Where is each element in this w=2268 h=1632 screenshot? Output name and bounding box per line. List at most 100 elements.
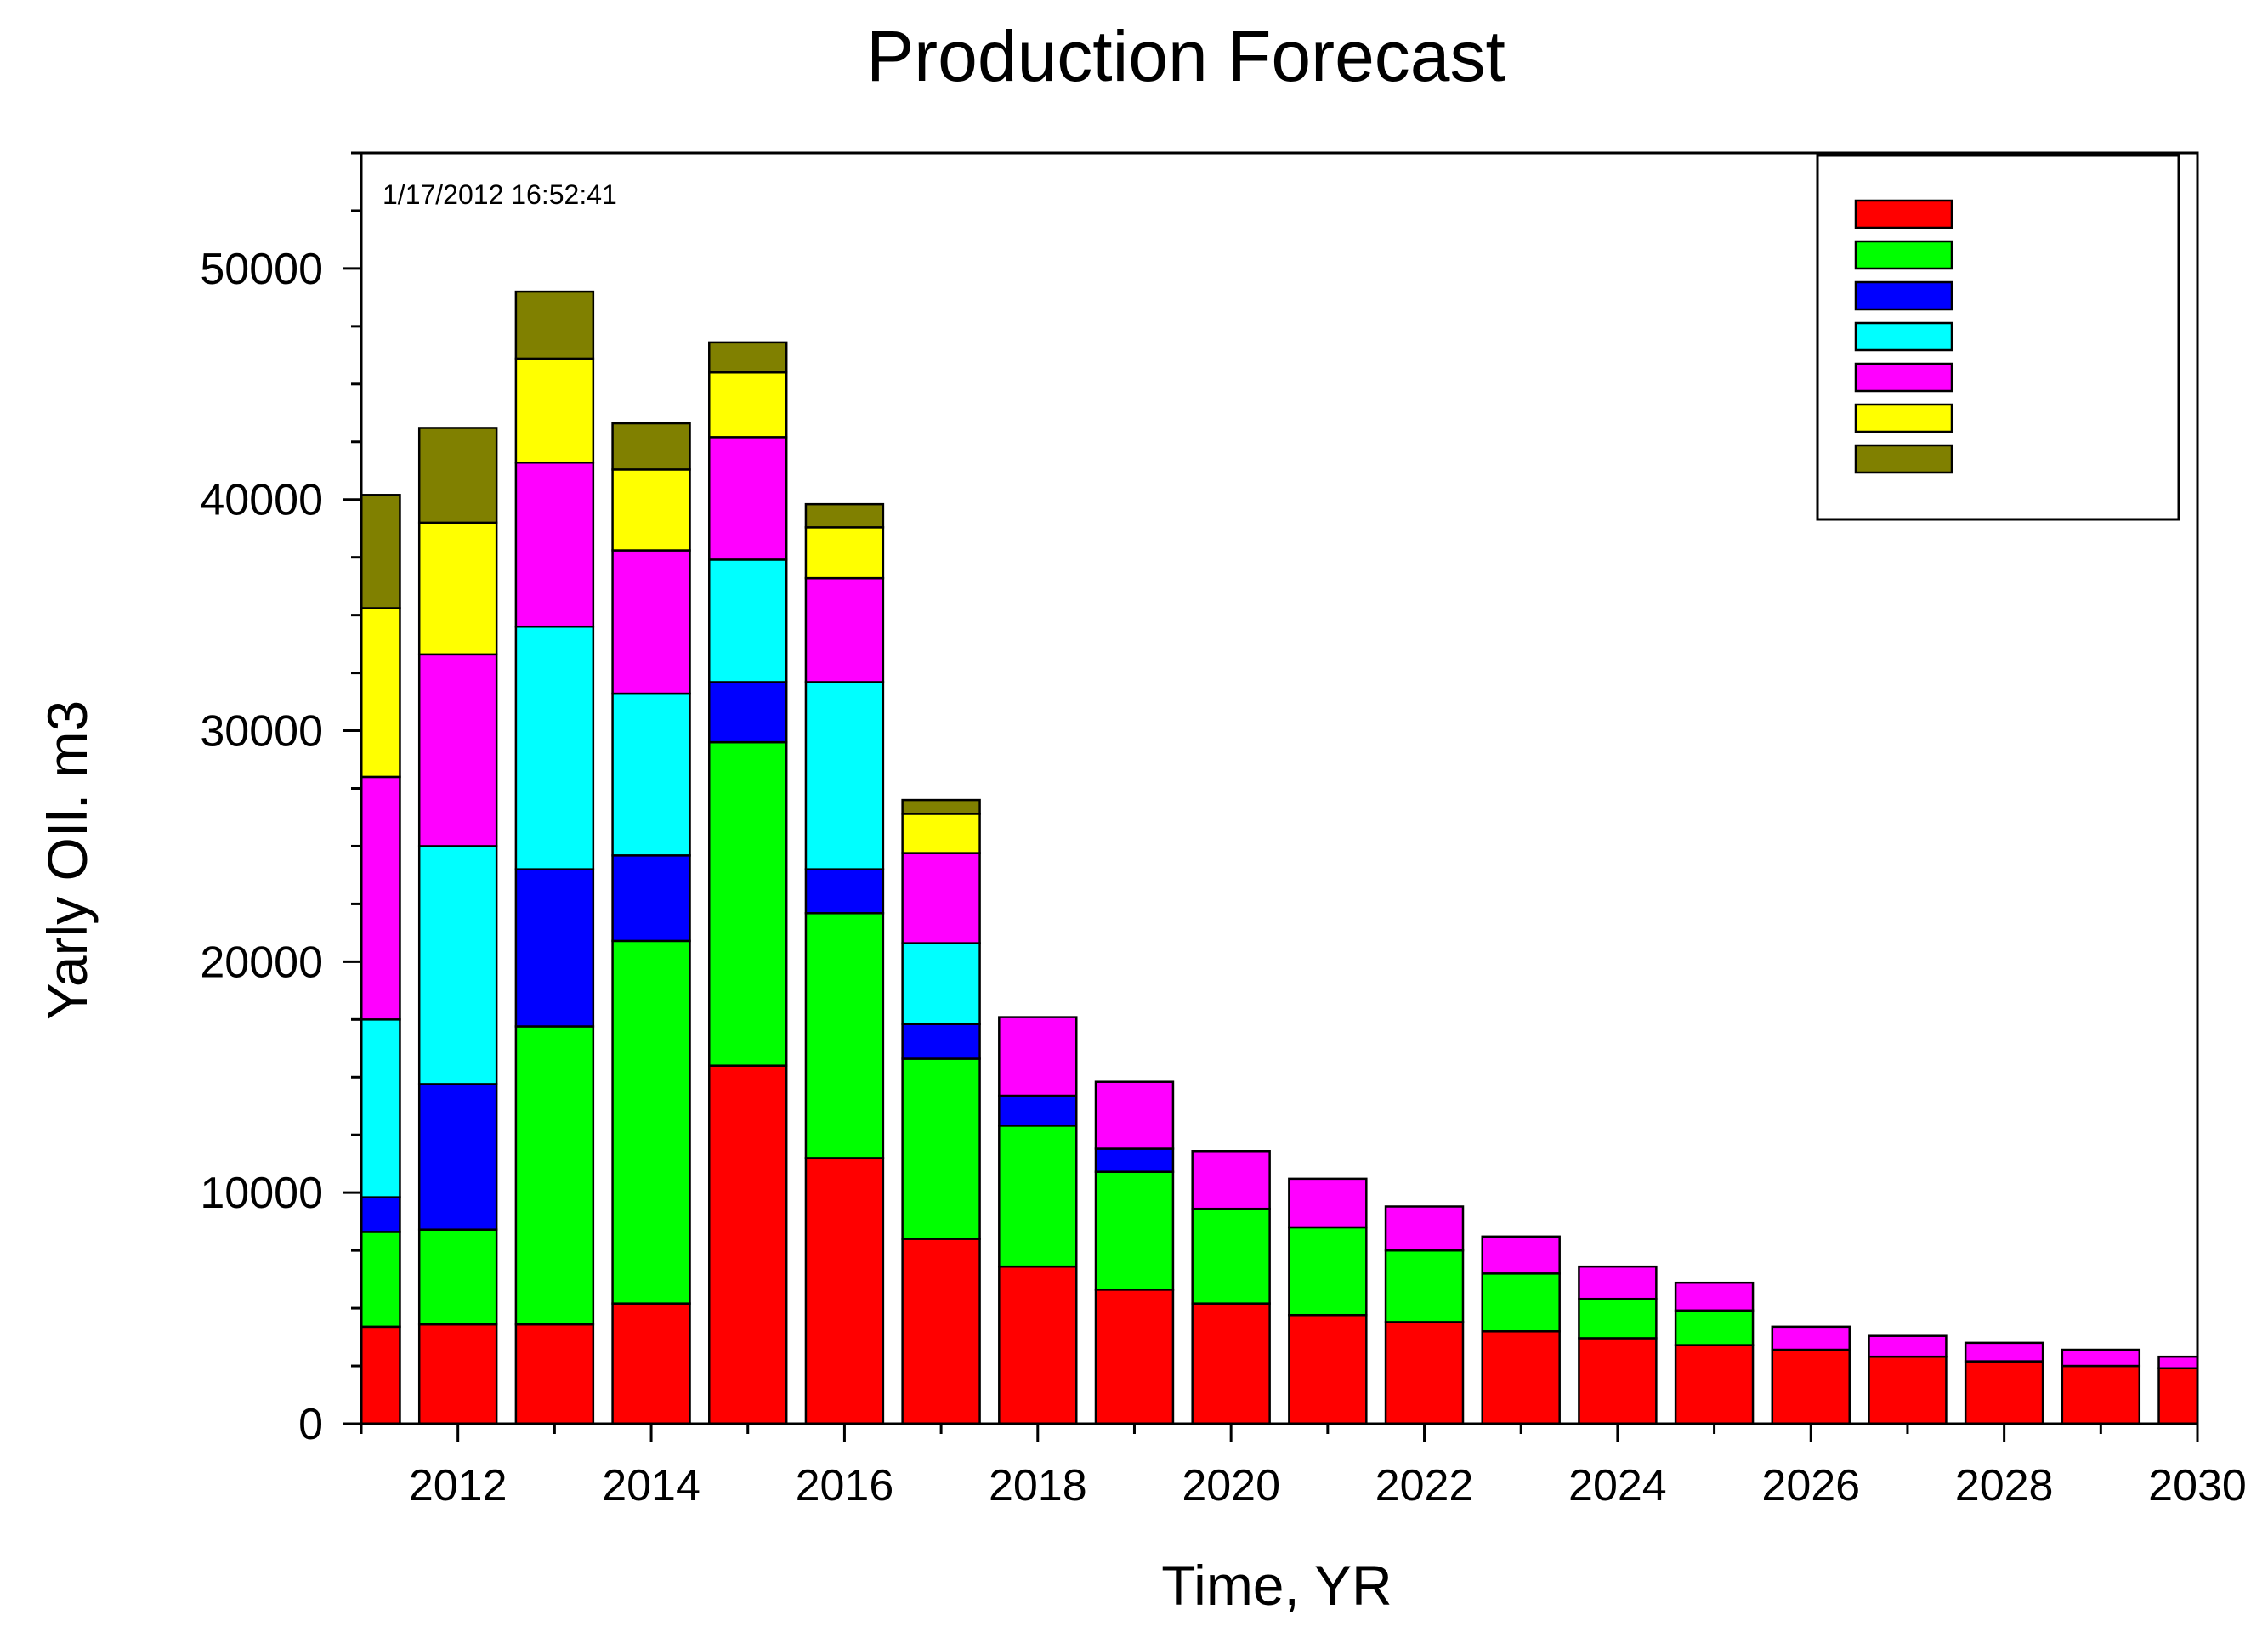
bar-segment-2021-series-5: [1288, 1177, 1368, 1229]
bar-segment-2020-series-5: [1191, 1150, 1271, 1210]
bar-segment-2024-series-1: [1578, 1337, 1658, 1425]
bar-segment-2023-series-1: [1481, 1330, 1561, 1425]
bar-segment-2017-series-3: [901, 1023, 981, 1060]
bar-segment-2019-series-2: [1094, 1170, 1175, 1291]
bar-segment-2018-series-2: [998, 1125, 1078, 1268]
bar-segment-2026-series-1: [1771, 1348, 1851, 1425]
bar-segment-2015-series-4: [708, 558, 788, 683]
y-axis-label: Yarly OIl. m3: [36, 700, 99, 1021]
y-tick-label: 0: [298, 1400, 323, 1449]
x-tick-label: 2026: [1761, 1461, 1860, 1510]
bar-segment-2014-series-7: [611, 422, 691, 471]
bar-segment-2012-series-5: [417, 653, 498, 847]
bar-segment-2016-series-6: [804, 526, 885, 580]
bar-segment-2016-series-5: [804, 576, 885, 683]
bar-segment-2029-series-1: [2061, 1364, 2141, 1425]
bar-segment-2015-series-5: [708, 436, 788, 561]
bar-segment-2015-series-1: [708, 1064, 788, 1425]
legend-swatch-series-6: [1854, 403, 1953, 434]
y-tick-label: 30000: [200, 707, 323, 756]
bar-segment-2019-series-1: [1094, 1289, 1175, 1425]
bar-segment-2012-series-4: [417, 845, 498, 1085]
bar-segment-2014-series-3: [611, 854, 691, 943]
y-tick-label: 10000: [200, 1169, 323, 1218]
legend-swatch-series-4: [1854, 321, 1953, 352]
bar-segment-2015-series-2: [708, 740, 788, 1067]
bar-segment-2013-series-6: [514, 357, 595, 464]
bar-segment-2020-series-1: [1191, 1302, 1271, 1425]
bar-segment-2014-series-2: [611, 939, 691, 1305]
legend-swatch-series-3: [1854, 280, 1953, 311]
bar-segment-2018-series-1: [998, 1265, 1078, 1425]
x-tick-label: 2016: [796, 1461, 894, 1510]
chart-title: Production Forecast: [866, 16, 1505, 96]
bar-segment-2017-series-6: [901, 813, 981, 854]
bar-segment-2025-series-1: [1674, 1344, 1755, 1425]
bar-segment-2011-series-7: [360, 494, 401, 609]
bar-segment-2012-series-1: [417, 1323, 498, 1425]
bar-segment-2028-series-1: [1964, 1360, 2044, 1425]
bar-segment-2023-series-2: [1481, 1272, 1561, 1333]
bar-segment-2022-series-1: [1384, 1321, 1465, 1425]
bar-segment-2025-series-5: [1674, 1281, 1755, 1312]
x-tick-label: 2020: [1182, 1461, 1280, 1510]
bar-segment-2019-series-5: [1094, 1080, 1175, 1150]
bar-segment-2029-series-5: [2061, 1348, 2141, 1368]
bar-segment-2014-series-6: [611, 468, 691, 552]
bar-segment-2016-series-7: [804, 502, 885, 529]
bar-segment-2011-series-1: [360, 1325, 401, 1425]
x-tick-label: 2014: [602, 1461, 700, 1510]
bar-segment-2016-series-2: [804, 912, 885, 1159]
bar-segment-2012-series-2: [417, 1228, 498, 1326]
bar-segment-2021-series-2: [1288, 1226, 1368, 1317]
bar-segment-2015-series-6: [708, 371, 788, 439]
timestamp-label: 1/17/2012 16:52:41: [383, 179, 617, 210]
x-tick-label: 2018: [989, 1461, 1087, 1510]
bar-segment-2011-series-5: [360, 775, 401, 1021]
bar-segment-2022-series-2: [1384, 1249, 1465, 1323]
legend-swatch-series-2: [1854, 240, 1953, 270]
bar-segment-2013-series-2: [514, 1025, 595, 1326]
bar-segment-2028-series-5: [1964, 1341, 2044, 1363]
bar-segment-2024-series-2: [1578, 1297, 1658, 1340]
bar-segment-2026-series-5: [1771, 1325, 1851, 1352]
axes: 0 10000 20000 30000 40000 50000 2012 2014 2016 20…: [200, 151, 2247, 1510]
bar-segment-2013-series-4: [514, 625, 595, 870]
bar-segment-2013-series-1: [514, 1323, 595, 1425]
x-tick-label: 2022: [1375, 1461, 1474, 1510]
bar-segment-2014-series-1: [611, 1302, 691, 1425]
bar-segment-2017-series-5: [901, 852, 981, 944]
bar-segment-2014-series-4: [611, 692, 691, 857]
bar-segment-2011-series-3: [360, 1196, 401, 1233]
bar-segment-2013-series-5: [514, 461, 595, 628]
bar-segment-2013-series-7: [514, 290, 595, 360]
bar-segment-2012-series-3: [417, 1083, 498, 1231]
bar-segment-2013-series-3: [514, 868, 595, 1028]
bar-segment-2017-series-2: [901, 1057, 981, 1240]
bar-segment-2030-series-1: [2157, 1367, 2199, 1425]
x-tick-label: 2024: [1568, 1461, 1667, 1510]
bar-segment-2015-series-7: [708, 341, 788, 374]
bar-segment-2014-series-5: [611, 549, 691, 695]
bar-segment-2027-series-1: [1868, 1355, 1948, 1425]
bar-segment-2025-series-2: [1674, 1309, 1755, 1346]
bar-segment-2027-series-5: [1868, 1334, 1948, 1358]
x-tick-label: 2012: [409, 1461, 507, 1510]
bar-segment-2023-series-5: [1481, 1235, 1561, 1275]
bar-segment-2021-series-1: [1288, 1313, 1368, 1425]
bar-segment-2016-series-4: [804, 681, 885, 870]
bar-segment-2011-series-2: [360, 1231, 401, 1329]
legend-swatch-series-1: [1854, 199, 1953, 230]
bar-segment-2011-series-4: [360, 1018, 401, 1198]
bar-segment-2011-series-6: [360, 607, 401, 779]
y-tick-label: 40000: [200, 476, 323, 525]
bar-segment-2016-series-3: [804, 868, 885, 915]
bar-segment-2016-series-1: [804, 1157, 885, 1425]
legend: [1816, 154, 2180, 521]
bar-segment-2024-series-5: [1578, 1265, 1658, 1300]
bar-segment-2015-series-3: [708, 681, 788, 744]
y-tick-label: 50000: [200, 245, 323, 294]
bar-segment-2012-series-7: [417, 427, 498, 524]
